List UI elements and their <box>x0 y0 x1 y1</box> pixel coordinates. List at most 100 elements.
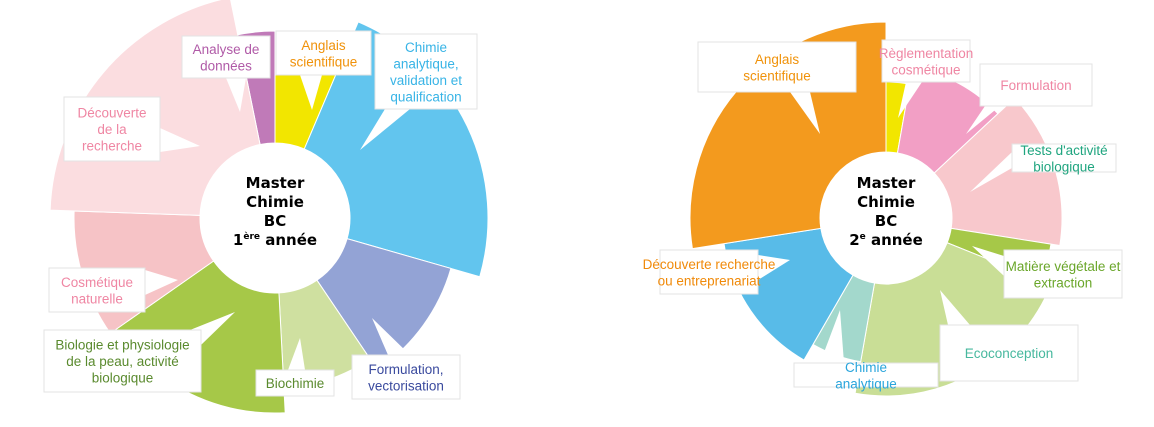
callout-label-line: vectorisation <box>368 378 444 393</box>
center-title-line: Master <box>246 174 305 192</box>
year-word: année <box>260 231 317 249</box>
callout-label-line: Ecoconception <box>965 346 1054 361</box>
callout-label-line: ou entreprenariat <box>658 273 761 288</box>
callout-box <box>1011 143 1117 173</box>
callout-label-line: Formulation <box>1000 78 1071 93</box>
callout-label-line: Cosmétique <box>61 275 133 290</box>
year-superscript: ère <box>243 231 260 242</box>
callout-label-line: Biochimie <box>266 376 325 391</box>
callout-box <box>43 329 202 393</box>
center-title-line: Chimie <box>246 193 304 211</box>
callout-label-line: Biologie et physiologie <box>55 338 189 353</box>
callout-label-line: analytique <box>835 376 897 391</box>
callout-box <box>63 96 161 162</box>
center-year: 1ère année <box>233 231 317 249</box>
callout-pointer <box>970 152 1012 192</box>
callouts: Analyse dedonnéesAnglaisscientifiqueChim… <box>43 30 478 400</box>
callout-pointer <box>790 92 820 134</box>
callout-label-line: de la <box>97 122 127 137</box>
callout-label-line: cosmétique <box>891 62 960 77</box>
callout-label-line: Formulation, <box>368 362 443 377</box>
callout-label-line: recherche <box>82 139 142 154</box>
callout-box <box>181 35 271 79</box>
callout-pointer <box>360 109 410 150</box>
center-title-line: Chimie <box>857 193 915 211</box>
callout-label-line: données <box>200 58 252 73</box>
callout-box <box>374 33 478 110</box>
callout-pointer <box>372 318 410 355</box>
callout-box <box>351 354 461 400</box>
callout-box <box>1003 249 1123 299</box>
callout-label-line: Tests d'activité <box>1020 143 1107 158</box>
center-year: 2e année <box>849 231 923 249</box>
year-superscript: e <box>860 232 866 242</box>
year-word: année <box>866 231 923 249</box>
callout-label-line: Découverte <box>77 106 146 121</box>
callout-box <box>793 362 939 388</box>
callout-pointer <box>898 82 922 118</box>
callout-label-line: biologique <box>92 371 154 386</box>
callout-box <box>48 267 146 313</box>
callout-pointer <box>226 78 246 112</box>
callout-label-line: qualification <box>390 89 461 104</box>
year-number: 1 <box>233 231 243 249</box>
callout-label-line: biologique <box>1033 159 1095 174</box>
callout-box <box>659 249 759 295</box>
callout-pointer <box>300 75 322 110</box>
callout-formulation: Formulation <box>966 63 1093 134</box>
callout-box <box>881 39 971 83</box>
callout-label-line: analytique, <box>393 56 458 71</box>
callout-pointer <box>972 246 1004 276</box>
center-title-line: Master <box>857 174 916 192</box>
callout-label-line: Analyse de <box>193 42 260 57</box>
callout-pointer <box>160 128 200 152</box>
callout-pointer <box>940 290 970 325</box>
center-disc <box>200 143 350 293</box>
callout-formulation-vectorisation: Formulation,vectorisation <box>351 318 461 400</box>
callout-label-line: naturelle <box>71 291 123 306</box>
callout-label-line: scientifique <box>743 68 811 83</box>
callout-box <box>939 324 1079 382</box>
callout-pointer <box>820 310 844 363</box>
callout-label-line: validation et <box>390 73 462 88</box>
callout-label-line: Anglais <box>301 38 346 53</box>
callout-pointer <box>145 270 178 295</box>
year-number: 2 <box>849 231 859 249</box>
callout-label-line: Anglais <box>755 52 800 67</box>
callout-box <box>275 30 372 76</box>
callout-label-line: de la peau, activité <box>66 354 179 369</box>
callout-label-line: Découverte recherche <box>643 257 776 272</box>
callout-box <box>697 41 857 93</box>
callout-label-line: Chimie <box>845 360 887 375</box>
callout-label-line: Matière végétale et <box>1006 259 1121 274</box>
chart-master-1: Analyse dedonnéesAnglaisscientifiqueChim… <box>43 0 489 414</box>
callout-label-line: Chimie <box>405 40 447 55</box>
callout-label-line: scientifique <box>290 54 358 69</box>
callout-label-line: extraction <box>1034 275 1093 290</box>
callout-pointer <box>288 338 305 370</box>
center-title-line: BC <box>264 212 286 230</box>
callout-ecoconception: Ecoconception <box>939 290 1079 382</box>
callout-box <box>255 369 335 397</box>
callout-pointer <box>758 255 790 280</box>
callout-biochimie: Biochimie <box>255 338 335 397</box>
center-title-line: BC <box>875 212 897 230</box>
center-disc <box>820 152 952 284</box>
callout-label-line: Règlementation <box>879 46 974 61</box>
callout-pointer <box>966 106 1000 134</box>
callout-box <box>979 63 1093 107</box>
